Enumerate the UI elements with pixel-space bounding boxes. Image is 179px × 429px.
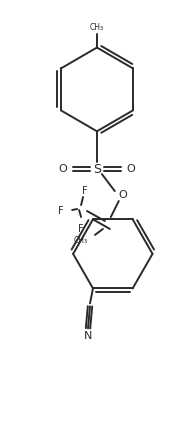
Text: S: S [93,163,101,175]
Text: O: O [59,164,68,174]
Text: F: F [58,206,64,216]
Text: CH₃: CH₃ [73,236,87,245]
Text: O: O [126,164,135,174]
Text: N: N [84,331,92,341]
Text: O: O [118,190,127,200]
Text: F: F [78,224,84,234]
Text: CH₃: CH₃ [90,23,104,32]
Text: F: F [82,186,88,196]
